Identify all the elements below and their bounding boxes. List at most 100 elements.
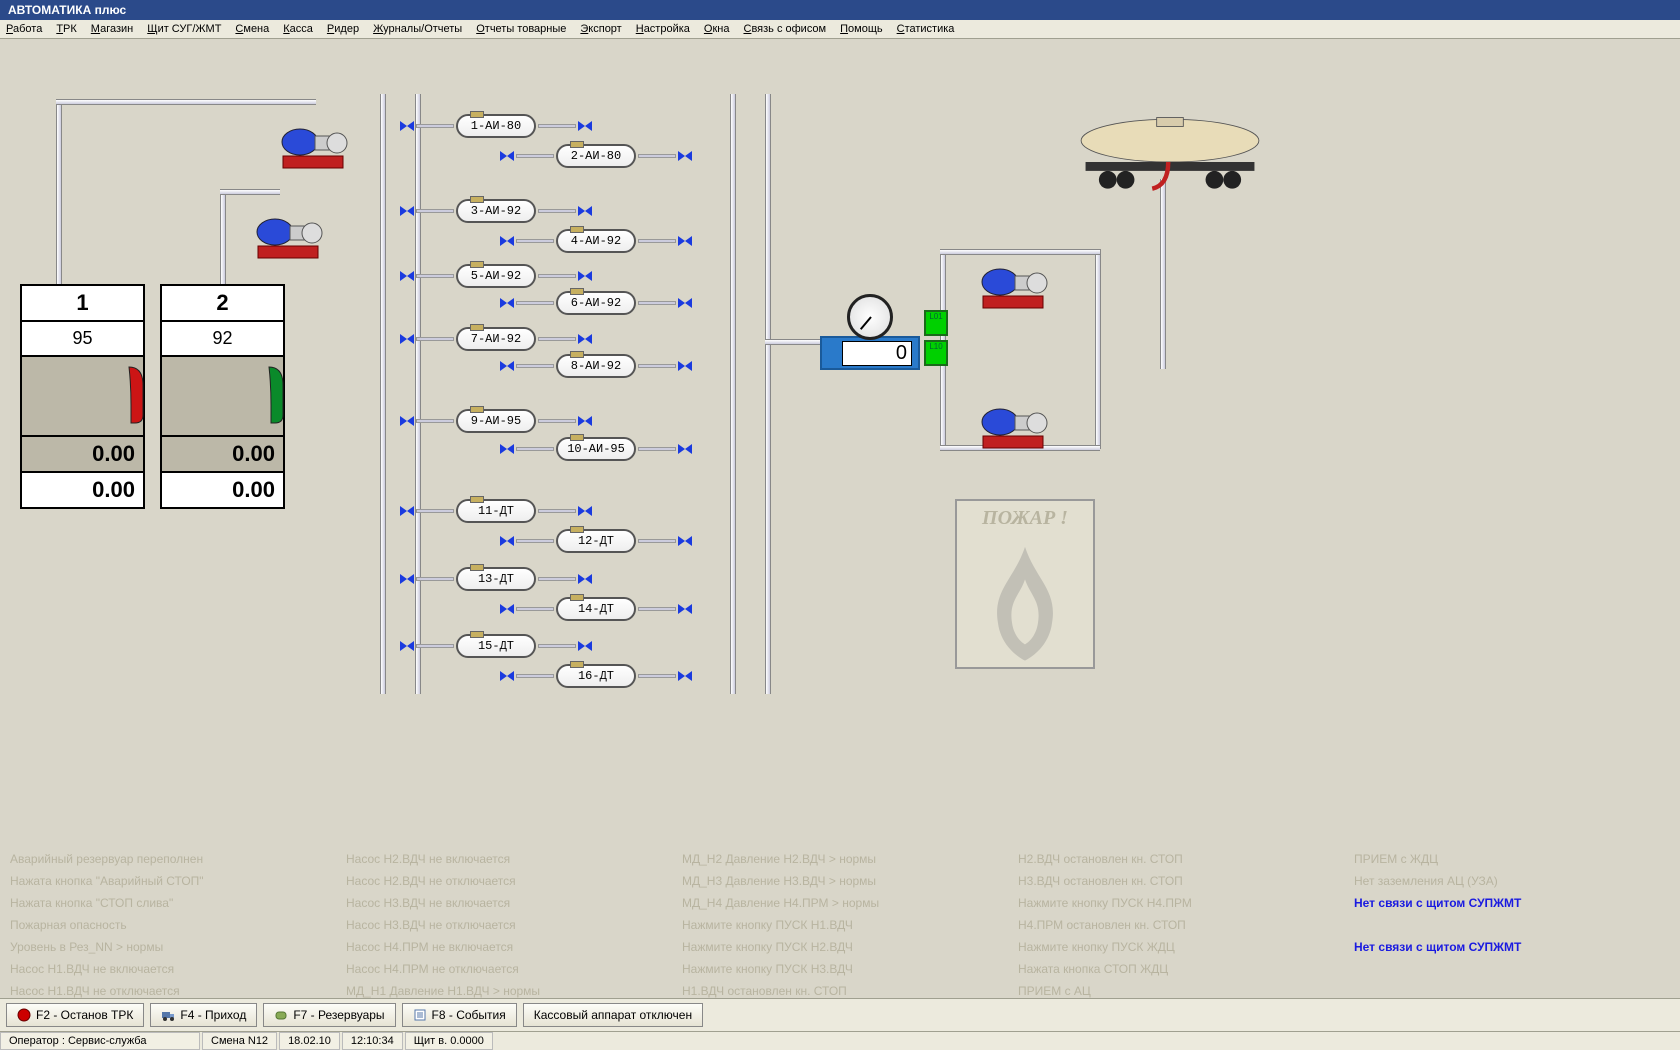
valve-icon[interactable]	[678, 359, 692, 373]
storage-tank[interactable]: 3-АИ-92	[456, 199, 536, 223]
toolbar-button[interactable]: F2 - Останов ТРК	[6, 1003, 144, 1027]
valve-icon[interactable]	[678, 442, 692, 456]
storage-tank[interactable]: 7-АИ-92	[456, 327, 536, 351]
status-message: Насос Н3.ВДЧ не включается	[346, 896, 662, 916]
storage-tank[interactable]: 16-ДТ	[556, 664, 636, 688]
pipe	[765, 94, 771, 694]
valve-icon[interactable]	[578, 269, 592, 283]
valve-icon[interactable]	[400, 204, 414, 218]
dispenser-fuel-grade: 95	[22, 322, 143, 357]
valve-icon[interactable]	[500, 296, 514, 310]
storage-tank[interactable]: 8-АИ-92	[556, 354, 636, 378]
flow-meter: 0	[820, 294, 920, 370]
valve-icon[interactable]	[578, 204, 592, 218]
menu-item[interactable]: Журналы/Отчеты	[373, 23, 462, 35]
tank-row: 9-АИ-95	[400, 409, 592, 433]
valve-icon[interactable]	[500, 149, 514, 163]
storage-tank[interactable]: 5-АИ-92	[456, 264, 536, 288]
valve-icon[interactable]	[500, 534, 514, 548]
storage-tank[interactable]: 4-АИ-92	[556, 229, 636, 253]
storage-tank[interactable]: 1-АИ-80	[456, 114, 536, 138]
storage-tank[interactable]: 12-ДТ	[556, 529, 636, 553]
statusbar-cell: Смена N12	[202, 1032, 277, 1050]
menu-item[interactable]: Помощь	[840, 23, 883, 35]
tank-icon	[274, 1008, 288, 1022]
tank-row: 13-ДТ	[400, 567, 592, 591]
toolbar-button[interactable]: F7 - Резервуары	[263, 1003, 395, 1027]
fuel-dispenser[interactable]: 2920.000.00	[160, 284, 285, 509]
tank-row: 12-ДТ	[500, 529, 692, 553]
menu-item[interactable]: Магазин	[91, 23, 133, 35]
pipe	[415, 94, 421, 694]
menu-item[interactable]: Статистика	[897, 23, 955, 35]
storage-tank[interactable]: 6-АИ-92	[556, 291, 636, 315]
dispenser-value-2: 0.00	[162, 473, 283, 507]
pump-icon	[250, 214, 330, 264]
tank-row: 5-АИ-92	[400, 264, 592, 288]
toolbar-button-label: F8 - События	[432, 1008, 506, 1022]
valve-icon[interactable]	[500, 234, 514, 248]
menu-item[interactable]: Окна	[704, 23, 730, 35]
toolbar-button[interactable]: F4 - Приход	[150, 1003, 257, 1027]
storage-tank[interactable]: 14-ДТ	[556, 597, 636, 621]
valve-icon[interactable]	[500, 442, 514, 456]
dispenser-value-2: 0.00	[22, 473, 143, 507]
valve-icon[interactable]	[578, 414, 592, 428]
valve-icon[interactable]	[678, 149, 692, 163]
pipe	[380, 94, 386, 694]
storage-tank[interactable]: 9-АИ-95	[456, 409, 536, 433]
valve-icon[interactable]	[500, 602, 514, 616]
pipe	[730, 94, 736, 694]
valve-icon[interactable]	[400, 332, 414, 346]
valve-icon[interactable]	[678, 669, 692, 683]
storage-tank[interactable]: 10-АИ-95	[556, 437, 636, 461]
menu-item[interactable]: Настройка	[636, 23, 690, 35]
tank-row: 10-АИ-95	[500, 437, 692, 461]
status-message: Нажата кнопка "СТОП слива"	[10, 896, 326, 916]
valve-icon[interactable]	[400, 572, 414, 586]
menu-item[interactable]: Отчеты товарные	[476, 23, 566, 35]
menu-item[interactable]: ТРК	[56, 23, 76, 35]
valve-icon[interactable]	[400, 504, 414, 518]
storage-tank[interactable]: 15-ДТ	[456, 634, 536, 658]
tank-row: 15-ДТ	[400, 634, 592, 658]
fuel-dispenser[interactable]: 1950.000.00	[20, 284, 145, 509]
status-message: Нажмите кнопку ПУСК Н2.ВДЧ	[682, 940, 998, 960]
tank-row: 14-ДТ	[500, 597, 692, 621]
valve-icon[interactable]	[500, 669, 514, 683]
valve-icon[interactable]	[678, 602, 692, 616]
storage-tank[interactable]: 11-ДТ	[456, 499, 536, 523]
status-message: Насос Н4.ПРМ не включается	[346, 940, 662, 960]
menu-item[interactable]: Касса	[283, 23, 313, 35]
valve-icon[interactable]	[400, 269, 414, 283]
fire-icon	[970, 536, 1080, 666]
menu-item[interactable]: Экспорт	[580, 23, 621, 35]
valve-icon[interactable]	[578, 504, 592, 518]
valve-icon[interactable]	[678, 234, 692, 248]
valve-icon[interactable]	[578, 639, 592, 653]
menu-item[interactable]: Ридер	[327, 23, 359, 35]
valve-icon[interactable]	[578, 332, 592, 346]
storage-tank[interactable]: 13-ДТ	[456, 567, 536, 591]
status-message: ПРИЕМ с ЖДЦ	[1354, 852, 1670, 872]
valve-icon[interactable]	[400, 119, 414, 133]
dispenser-number: 2	[162, 286, 283, 322]
valve-icon[interactable]	[400, 414, 414, 428]
storage-tank[interactable]: 2-АИ-80	[556, 144, 636, 168]
toolbar-button[interactable]: F8 - События	[402, 1003, 517, 1027]
menu-item[interactable]: Смена	[235, 23, 269, 35]
menu-item[interactable]: Связь с офисом	[743, 23, 826, 35]
menu-item[interactable]: Щит СУГ/ЖМТ	[147, 23, 221, 35]
valve-icon[interactable]	[678, 534, 692, 548]
valve-icon[interactable]	[500, 359, 514, 373]
list-icon	[413, 1008, 427, 1022]
valve-icon[interactable]	[400, 639, 414, 653]
menu-item[interactable]: Работа	[6, 23, 42, 35]
toolbar-button[interactable]: Кассовый аппарат отключен	[523, 1003, 703, 1027]
valve-icon[interactable]	[578, 572, 592, 586]
valve-icon[interactable]	[678, 296, 692, 310]
status-message: Нажата кнопка СТОП ЖДЦ	[1018, 962, 1334, 982]
pump-icon	[275, 124, 355, 174]
valve-icon[interactable]	[578, 119, 592, 133]
statusbar-cell: 12:10:34	[342, 1032, 403, 1050]
